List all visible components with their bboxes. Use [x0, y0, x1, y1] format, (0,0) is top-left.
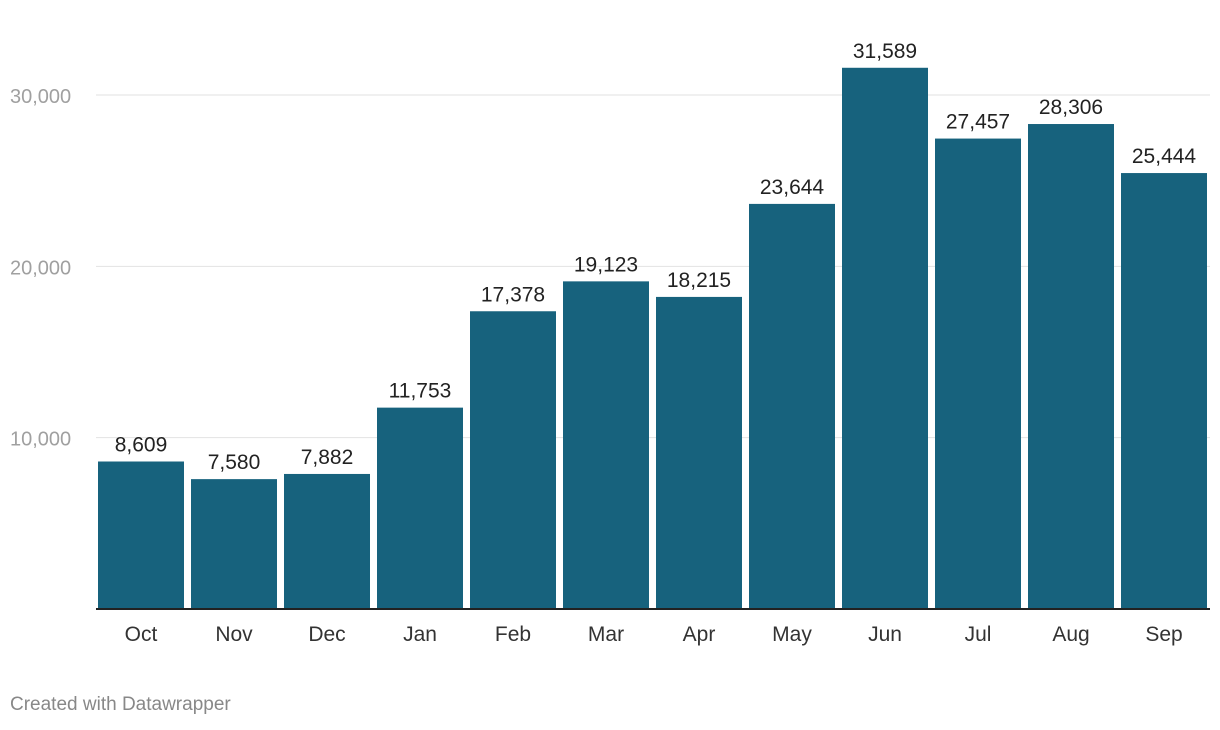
bar-jan	[377, 407, 463, 609]
x-tick-label: Dec	[308, 623, 345, 646]
x-tick-label: Jan	[403, 623, 437, 646]
bar-jun	[842, 67, 928, 609]
value-label: 25,444	[1132, 145, 1197, 168]
bar-apr	[656, 296, 742, 609]
value-label: 28,306	[1039, 96, 1103, 119]
bar-dec	[284, 473, 370, 609]
bar-oct	[98, 461, 184, 609]
x-tick-label: Apr	[683, 623, 716, 646]
value-label: 17,378	[481, 283, 545, 306]
value-label: 11,753	[389, 380, 452, 403]
x-tick-label: Feb	[495, 623, 531, 646]
value-label: 7,882	[301, 446, 354, 469]
y-tick-label: 30,000	[10, 86, 71, 108]
x-tick-label: Oct	[125, 623, 158, 646]
x-tick-label: Sep	[1145, 623, 1182, 646]
y-tick-label: 20,000	[10, 257, 71, 279]
value-label: 18,215	[667, 269, 731, 292]
value-labels: 8,609 7,580 7,882 11,753 17,378 19,123 18,215 2…	[115, 40, 1197, 474]
x-tick-label: May	[772, 623, 812, 646]
bar-may	[749, 203, 835, 609]
x-tick-label: Nov	[215, 623, 253, 646]
x-tick-label: Mar	[588, 623, 624, 646]
value-label: 7,580	[208, 451, 261, 474]
y-tick-label: 10,000	[10, 429, 71, 451]
value-label: 8,609	[115, 433, 168, 456]
bar-mar	[563, 281, 649, 609]
gridlines	[96, 94, 1210, 439]
bar-aug	[1028, 124, 1114, 609]
bar-nov	[191, 479, 277, 609]
x-tick-label: Jul	[965, 623, 992, 646]
footer-credit: Created with Datawrapper	[10, 694, 231, 715]
value-label: 27,457	[946, 111, 1010, 134]
value-label: 31,589	[853, 40, 917, 63]
bars	[98, 67, 1207, 610]
y-axis-ticks: 10,000 20,000 30,000	[10, 86, 71, 451]
value-label: 19,123	[574, 253, 638, 276]
x-axis-labels: Oct Nov Dec Jan Feb Mar Apr May Jun Jul Aug Sep	[125, 623, 1183, 646]
bar-sep	[1121, 173, 1207, 610]
value-label: 23,644	[760, 176, 825, 199]
x-tick-label: Jun	[868, 623, 902, 646]
bar-feb	[470, 311, 556, 609]
x-tick-label: Aug	[1052, 623, 1089, 646]
bar-jul	[935, 138, 1021, 609]
